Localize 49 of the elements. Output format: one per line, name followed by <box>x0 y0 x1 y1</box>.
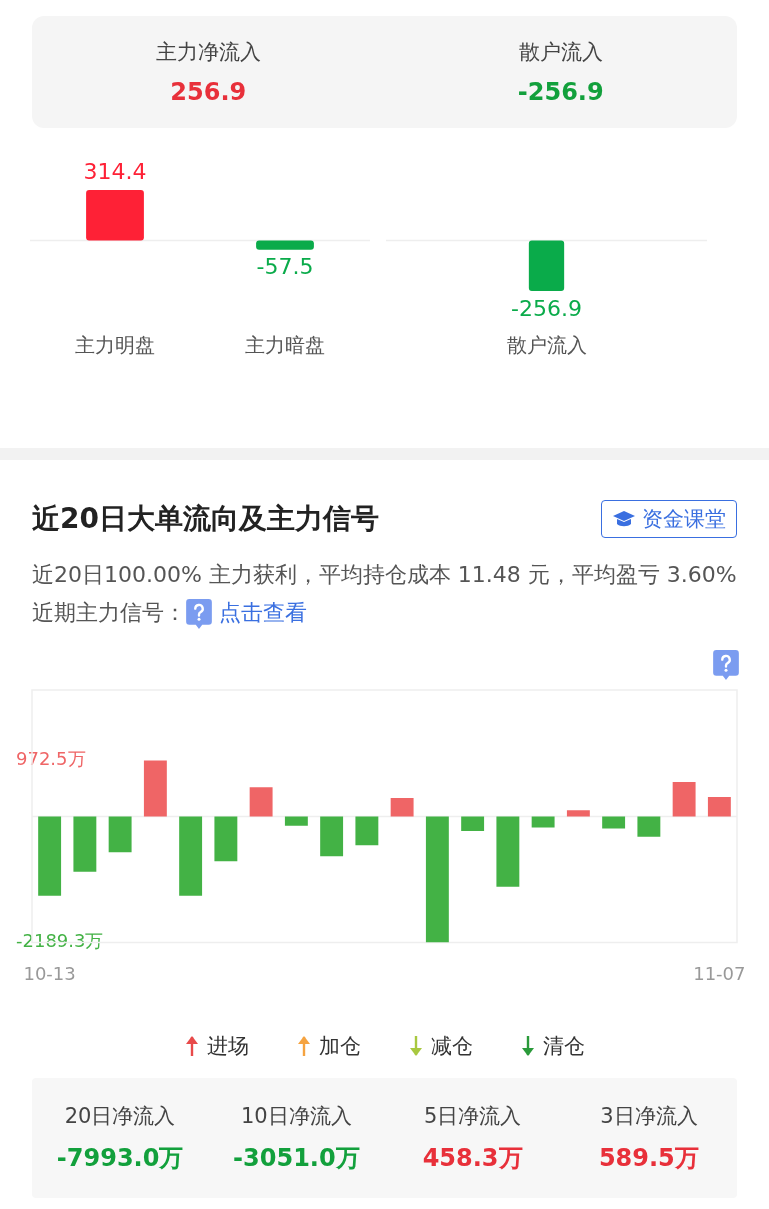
bar <box>672 782 696 817</box>
bar <box>108 816 132 853</box>
x-tick-label: 11-07 <box>693 962 746 984</box>
bar <box>249 787 273 817</box>
bar <box>143 760 167 817</box>
bar <box>38 816 62 896</box>
text: 清仓 <box>541 1033 585 1060</box>
data-label: -256.9 <box>516 78 605 106</box>
text: 加仓 <box>317 1033 361 1060</box>
y-tick-label: -2189.3万 <box>16 930 104 952</box>
bar <box>707 796 731 817</box>
bar <box>73 816 97 872</box>
data-label: -57.5 <box>256 254 314 280</box>
bar <box>390 798 414 817</box>
data-label: 256.9 <box>169 78 248 106</box>
bar <box>425 816 449 943</box>
bar <box>566 810 590 817</box>
data-label: -3051.0万 <box>232 1143 361 1174</box>
bar <box>320 816 344 857</box>
category-label: 散户流入 <box>517 39 604 66</box>
x-tick-label: 散户流入 <box>506 333 587 358</box>
bar <box>355 816 379 846</box>
category-label: 5日净流入 <box>422 1103 523 1130</box>
data-label: 458.3万 <box>421 1143 524 1174</box>
category-label: 3日净流入 <box>599 1103 699 1130</box>
y-tick-label: 972.5万 <box>16 748 86 770</box>
data-label: 589.5万 <box>597 1143 700 1174</box>
data-label: -7993.0万 <box>55 1143 185 1174</box>
bar <box>214 816 238 862</box>
bar <box>602 816 626 829</box>
category-label: 主力净流入 <box>154 39 262 66</box>
bar <box>496 816 520 887</box>
text: 点击查看 <box>219 600 307 625</box>
chart-title: 近20日大单流向及主力信号 <box>32 501 379 537</box>
data-label: -256.9 <box>511 295 582 321</box>
bar <box>637 816 661 837</box>
x-tick-label: 10-13 <box>23 962 76 984</box>
text: 进场 <box>205 1033 249 1060</box>
category-label: 20日净流入 <box>63 1103 177 1130</box>
x-tick-label: 主力明盘 <box>75 333 155 358</box>
bar <box>531 816 555 828</box>
x-tick-label: 主力暗盘 <box>245 333 325 358</box>
bar <box>284 816 308 826</box>
bar <box>461 816 485 831</box>
bar <box>179 816 203 896</box>
category-label: 10日净流入 <box>240 1103 353 1130</box>
text: 减仓 <box>429 1033 473 1060</box>
data-label: 314.4 <box>83 158 147 184</box>
text: 资金课堂 <box>601 500 737 538</box>
